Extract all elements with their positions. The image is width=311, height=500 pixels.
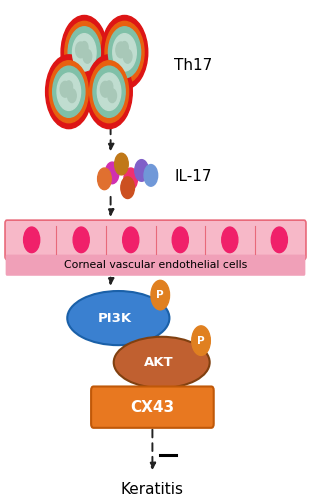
Circle shape (72, 34, 96, 71)
Circle shape (76, 42, 86, 58)
Circle shape (68, 27, 100, 78)
Text: PI3K: PI3K (98, 312, 132, 324)
Circle shape (100, 82, 110, 97)
Text: AKT: AKT (144, 356, 174, 369)
Circle shape (151, 280, 169, 310)
Circle shape (83, 50, 92, 63)
Circle shape (144, 164, 158, 186)
Text: Corneal vascular endothelial cells: Corneal vascular endothelial cells (64, 260, 247, 270)
Circle shape (109, 27, 141, 78)
Text: IL-17: IL-17 (174, 169, 211, 184)
Circle shape (49, 60, 88, 122)
Circle shape (222, 227, 238, 252)
Circle shape (121, 177, 134, 199)
Circle shape (123, 50, 132, 63)
Text: Keratitis: Keratitis (121, 482, 184, 497)
Circle shape (135, 160, 148, 182)
Circle shape (116, 42, 126, 58)
Text: P: P (197, 336, 205, 345)
Circle shape (57, 73, 81, 110)
Circle shape (81, 42, 88, 54)
Circle shape (65, 22, 104, 84)
Circle shape (172, 227, 188, 252)
Circle shape (121, 42, 128, 54)
FancyBboxPatch shape (5, 220, 306, 260)
Ellipse shape (67, 291, 169, 345)
Circle shape (105, 81, 113, 92)
Circle shape (46, 55, 92, 128)
Circle shape (105, 22, 144, 84)
Circle shape (124, 168, 137, 190)
Circle shape (53, 66, 85, 118)
Circle shape (24, 227, 40, 252)
Circle shape (192, 326, 210, 356)
Circle shape (67, 89, 76, 102)
Circle shape (101, 16, 148, 90)
Circle shape (97, 73, 121, 110)
Text: CX43: CX43 (130, 400, 174, 414)
Circle shape (93, 66, 125, 118)
Circle shape (105, 162, 119, 184)
Circle shape (73, 227, 89, 252)
Circle shape (123, 227, 139, 252)
Ellipse shape (114, 337, 210, 388)
Text: Th17: Th17 (174, 58, 212, 73)
Circle shape (115, 153, 128, 175)
Circle shape (98, 168, 111, 190)
Circle shape (271, 227, 287, 252)
Circle shape (60, 82, 70, 97)
FancyBboxPatch shape (91, 386, 214, 428)
Circle shape (108, 89, 117, 102)
Circle shape (65, 81, 72, 92)
Circle shape (86, 55, 132, 128)
Text: P: P (156, 290, 164, 300)
Circle shape (61, 16, 108, 90)
Circle shape (113, 34, 136, 71)
FancyBboxPatch shape (6, 254, 305, 276)
Circle shape (90, 60, 128, 122)
